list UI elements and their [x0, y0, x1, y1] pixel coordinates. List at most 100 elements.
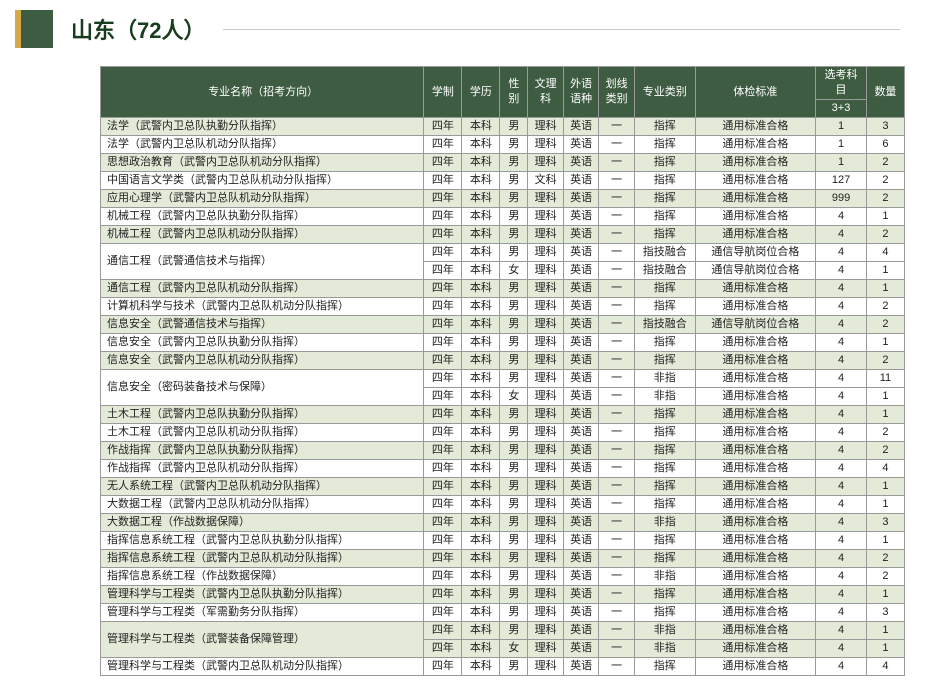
- col-degree: 学历: [462, 67, 500, 118]
- cell-physical-std: 通用标准合格: [695, 226, 815, 244]
- col-major-type: 专业类别: [634, 67, 695, 118]
- cell-physical-std: 通用标准合格: [695, 406, 815, 424]
- cell-line-type: 一: [599, 568, 635, 586]
- cell-gender: 男: [500, 226, 528, 244]
- cell-duration: 四年: [424, 658, 462, 676]
- table-row: 应用心理学（武警内卫总队机动分队指挥）四年本科男理科英语一指挥通用标准合格999…: [101, 190, 905, 208]
- cell-major-type: 指挥: [634, 118, 695, 136]
- cell-degree: 本科: [462, 442, 500, 460]
- cell-degree: 本科: [462, 370, 500, 388]
- cell-major-type: 指技融合: [634, 244, 695, 262]
- cell-major-name: 信息安全（武警内卫总队执勤分队指挥）: [101, 334, 424, 352]
- cell-line-type: 一: [599, 640, 635, 658]
- cell-physical-std: 通用标准合格: [695, 586, 815, 604]
- cell-duration: 四年: [424, 460, 462, 478]
- cell-major-name: 应用心理学（武警内卫总队机动分队指挥）: [101, 190, 424, 208]
- cell-gender: 男: [500, 298, 528, 316]
- cell-major-type: 指挥: [634, 658, 695, 676]
- cell-gender: 男: [500, 658, 528, 676]
- cell-major-type: 指挥: [634, 298, 695, 316]
- cell-gender: 男: [500, 118, 528, 136]
- cell-elective: 4: [816, 460, 867, 478]
- cell-duration: 四年: [424, 604, 462, 622]
- cell-physical-std: 通用标准合格: [695, 478, 815, 496]
- cell-duration: 四年: [424, 334, 462, 352]
- cell-quantity: 2: [866, 226, 904, 244]
- cell-line-type: 一: [599, 478, 635, 496]
- cell-degree: 本科: [462, 424, 500, 442]
- cell-language: 英语: [563, 298, 599, 316]
- cell-physical-std: 通用标准合格: [695, 154, 815, 172]
- cell-line-type: 一: [599, 658, 635, 676]
- cell-line-type: 一: [599, 550, 635, 568]
- cell-degree: 本科: [462, 658, 500, 676]
- cell-quantity: 6: [866, 136, 904, 154]
- cell-major-name: 管理科学与工程类（军需勤务分队指挥）: [101, 604, 424, 622]
- cell-duration: 四年: [424, 244, 462, 262]
- cell-quantity: 1: [866, 586, 904, 604]
- cell-gender: 男: [500, 208, 528, 226]
- cell-physical-std: 通用标准合格: [695, 442, 815, 460]
- cell-line-type: 一: [599, 136, 635, 154]
- cell-major-name: 土木工程（武警内卫总队执勤分队指挥）: [101, 406, 424, 424]
- cell-quantity: 1: [866, 622, 904, 640]
- cell-quantity: 3: [866, 514, 904, 532]
- cell-arts-science: 理科: [528, 424, 564, 442]
- cell-quantity: 11: [866, 370, 904, 388]
- cell-arts-science: 理科: [528, 586, 564, 604]
- cell-elective: 1: [816, 136, 867, 154]
- page-title: 山东（72人）: [71, 13, 205, 45]
- cell-degree: 本科: [462, 622, 500, 640]
- cell-degree: 本科: [462, 136, 500, 154]
- cell-major-type: 指挥: [634, 136, 695, 154]
- cell-major-type: 非指: [634, 370, 695, 388]
- cell-major-type: 指挥: [634, 208, 695, 226]
- cell-elective: 1: [816, 118, 867, 136]
- cell-elective: 4: [816, 442, 867, 460]
- cell-major-type: 指挥: [634, 586, 695, 604]
- cell-arts-science: 理科: [528, 622, 564, 640]
- cell-degree: 本科: [462, 586, 500, 604]
- table-row: 指挥信息系统工程（武警内卫总队执勤分队指挥）四年本科男理科英语一指挥通用标准合格…: [101, 532, 905, 550]
- cell-gender: 男: [500, 352, 528, 370]
- cell-language: 英语: [563, 388, 599, 406]
- cell-gender: 男: [500, 550, 528, 568]
- cell-major-type: 非指: [634, 514, 695, 532]
- cell-physical-std: 通用标准合格: [695, 190, 815, 208]
- cell-major-type: 指挥: [634, 406, 695, 424]
- cell-gender: 男: [500, 244, 528, 262]
- table-row: 管理科学与工程类（武警装备保障管理）四年本科男理科英语一非指通用标准合格41: [101, 622, 905, 640]
- cell-gender: 男: [500, 154, 528, 172]
- cell-major-type: 指挥: [634, 334, 695, 352]
- cell-physical-std: 通用标准合格: [695, 550, 815, 568]
- cell-arts-science: 理科: [528, 478, 564, 496]
- cell-line-type: 一: [599, 226, 635, 244]
- cell-arts-science: 理科: [528, 370, 564, 388]
- cell-elective: 4: [816, 658, 867, 676]
- cell-language: 英语: [563, 208, 599, 226]
- cell-duration: 四年: [424, 622, 462, 640]
- cell-physical-std: 通信导航岗位合格: [695, 316, 815, 334]
- cell-arts-science: 理科: [528, 640, 564, 658]
- cell-line-type: 一: [599, 280, 635, 298]
- cell-duration: 四年: [424, 496, 462, 514]
- cell-major-name: 作战指挥（武警内卫总队执勤分队指挥）: [101, 442, 424, 460]
- cell-duration: 四年: [424, 370, 462, 388]
- cell-duration: 四年: [424, 136, 462, 154]
- cell-language: 英语: [563, 406, 599, 424]
- cell-line-type: 一: [599, 316, 635, 334]
- cell-language: 英语: [563, 550, 599, 568]
- cell-quantity: 2: [866, 424, 904, 442]
- cell-duration: 四年: [424, 172, 462, 190]
- cell-elective: 4: [816, 316, 867, 334]
- cell-gender: 男: [500, 532, 528, 550]
- cell-major-name: 通信工程（武警通信技术与指挥）: [101, 244, 424, 280]
- cell-major-name: 中国语言文学类（武警内卫总队机动分队指挥）: [101, 172, 424, 190]
- cell-elective: 4: [816, 352, 867, 370]
- col-quantity: 数量: [866, 67, 904, 118]
- cell-quantity: 2: [866, 550, 904, 568]
- cell-language: 英语: [563, 118, 599, 136]
- cell-physical-std: 通信导航岗位合格: [695, 244, 815, 262]
- cell-elective: 4: [816, 424, 867, 442]
- cell-gender: 男: [500, 136, 528, 154]
